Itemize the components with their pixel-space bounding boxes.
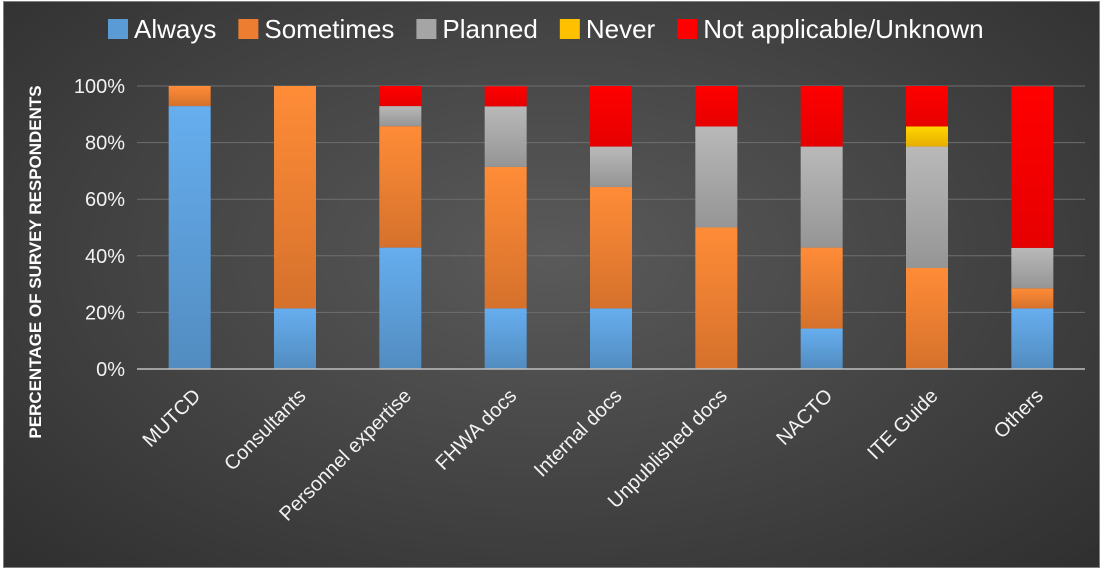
bar-segment — [1011, 288, 1054, 309]
bar-segment — [168, 106, 211, 369]
legend: Always Sometimes Planned Never Not applicabl… — [108, 14, 984, 44]
bar-segment — [590, 308, 632, 369]
legend-swatch — [677, 19, 698, 39]
chart-area: Always Sometimes Planned Never Not applicabl… — [3, 1, 1100, 568]
x-tick-label: MUTCD — [139, 385, 206, 452]
legend-swatch — [559, 19, 580, 39]
y-tick-label: 0% — [96, 359, 125, 381]
bar-segment — [695, 227, 738, 369]
x-tick-label: ITE Guide — [863, 385, 942, 464]
x-tick-label: Internal docs — [530, 385, 627, 482]
legend-label: Always — [134, 14, 216, 44]
bar-segment — [379, 247, 422, 369]
bar-segment — [379, 86, 422, 107]
y-tick-label: 100% — [74, 76, 125, 98]
bar-segment — [484, 166, 527, 309]
stacked-bar-chart: Always Sometimes Planned Never Not applicabl… — [26, 14, 1085, 526]
bar-segment — [1011, 86, 1054, 248]
legend-label: Never — [586, 14, 656, 44]
bar-segment — [906, 86, 948, 127]
y-axis-label: PERCENTAGE OF SURVEY RESPONDENTS — [26, 85, 45, 438]
bar-segment — [800, 328, 843, 369]
legend-swatch — [416, 19, 437, 39]
bar-segment — [800, 247, 843, 329]
x-tick-label: Consultants — [220, 385, 310, 475]
y-tick-label: 60% — [85, 189, 125, 211]
x-tick-label: NACTO — [772, 385, 837, 450]
bars — [168, 86, 1054, 369]
bar-segment — [484, 308, 527, 369]
bar-segment — [274, 86, 316, 309]
bar-segment — [800, 146, 843, 248]
legend-swatch — [108, 19, 128, 39]
y-tick-label: 40% — [85, 246, 125, 268]
legend-label: Planned — [442, 14, 537, 44]
bar-segment — [800, 86, 843, 147]
bar-segment — [906, 267, 948, 369]
bar-segment — [695, 86, 738, 127]
bar-segment — [379, 106, 422, 127]
y-tick-label: 80% — [85, 133, 125, 155]
bar-segment — [695, 126, 738, 228]
bar-segment — [590, 187, 632, 309]
bar-segment — [379, 126, 422, 248]
bar-segment — [590, 86, 632, 147]
legend-swatch — [238, 19, 259, 39]
bar-segment — [484, 106, 527, 167]
legend-label: Not applicable/Unknown — [703, 14, 983, 44]
legend-label: Sometimes — [264, 14, 394, 44]
x-tick-label: FHWA docs — [432, 385, 522, 475]
bar-segment — [590, 146, 632, 188]
bar-segment — [906, 146, 948, 268]
bar-segment — [484, 86, 527, 107]
bar-segment — [1011, 247, 1054, 289]
bar-segment — [274, 308, 316, 369]
bar-segment — [906, 126, 948, 147]
bar-segment — [168, 86, 211, 107]
bar-segment — [1011, 308, 1054, 369]
x-tick-label: Unpublished docs — [604, 385, 732, 513]
x-tick-label: Others — [990, 385, 1048, 443]
y-tick-label: 20% — [85, 302, 125, 324]
